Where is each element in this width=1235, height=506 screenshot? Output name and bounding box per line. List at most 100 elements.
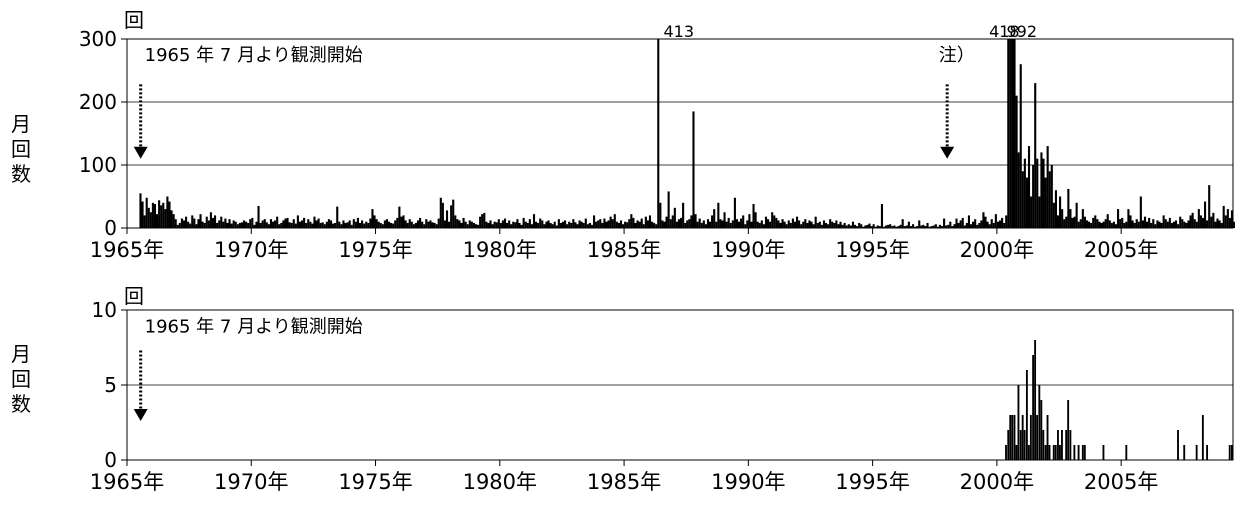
upper-bar [1067, 188, 1070, 228]
upper-bar [535, 221, 538, 228]
upper-bar [187, 221, 190, 228]
upper-bar [1083, 216, 1086, 228]
upper-bar [580, 221, 583, 228]
upper-bar [547, 220, 550, 228]
upper-bar [1179, 216, 1182, 228]
upper-bar [288, 222, 291, 228]
upper-bar [779, 222, 782, 228]
upper-bar [300, 220, 304, 228]
lower-xtick-label: 1965年 [90, 470, 164, 494]
upper-bar [1168, 217, 1171, 228]
lower-bar [1065, 430, 1068, 460]
upper-arrowhead [133, 146, 148, 159]
upper-bar [922, 224, 925, 228]
upper-bar [1183, 221, 1186, 228]
upper-bar [255, 221, 258, 228]
upper-bar [1085, 220, 1089, 228]
upper-bar [253, 224, 256, 228]
upper-bar [309, 221, 312, 228]
upper-bar [723, 212, 726, 228]
upper-bar [1137, 221, 1140, 228]
upper-bar [1195, 221, 1198, 228]
upper-bar [957, 222, 960, 228]
upper-bar [909, 226, 913, 228]
upper-bar [354, 221, 357, 228]
upper-bar [1001, 217, 1004, 228]
upper-xtick-label: 1965年 [90, 238, 164, 262]
upper-bar [860, 224, 863, 228]
upper-bar [725, 221, 728, 228]
upper-bar [1005, 215, 1008, 228]
upper-unit-label: 回 [124, 8, 144, 32]
upper-bar [369, 218, 372, 228]
upper-bar [802, 221, 805, 228]
upper-bar [1170, 222, 1173, 228]
upper-bar [160, 205, 163, 228]
upper-bar [1102, 221, 1105, 228]
upper-bar [889, 224, 892, 228]
upper-bar [1069, 209, 1072, 228]
lower-bar [1015, 445, 1018, 460]
upper-bar [605, 221, 608, 228]
upper-bar [959, 220, 962, 228]
upper-bar [1127, 209, 1130, 228]
upper-bar [905, 225, 908, 228]
upper-xtick-label: 1990年 [711, 238, 785, 262]
upper-bar [559, 222, 562, 228]
upper-bar [682, 202, 685, 228]
upper-bar [690, 215, 693, 228]
upper-bar [737, 221, 741, 228]
upper-bar [481, 214, 484, 228]
upper-bar [321, 222, 324, 228]
upper-bar [1036, 158, 1039, 228]
upper-bar [965, 222, 968, 228]
upper-bar [1044, 177, 1047, 228]
upper-bar [414, 222, 418, 228]
upper-bar [1030, 196, 1033, 228]
upper-bar [638, 221, 641, 228]
upper-bar [752, 204, 755, 228]
upper-bar [777, 220, 780, 228]
upper-bar [209, 212, 212, 228]
upper-bar [750, 221, 753, 228]
upper-plot-frame [126, 38, 1234, 229]
upper-bar [694, 214, 697, 228]
upper-bar [798, 220, 801, 228]
upper-bar [1148, 217, 1151, 228]
upper-bar [862, 226, 865, 228]
upper-bar [350, 224, 353, 228]
lower-bar [1040, 400, 1043, 460]
upper-bar [582, 222, 585, 228]
lower-bar [1036, 415, 1039, 460]
upper-bar [719, 219, 722, 228]
upper-bar [706, 219, 710, 228]
upper-bar [951, 226, 954, 228]
lower-bar [1228, 445, 1231, 460]
upper-bar [564, 220, 567, 228]
upper-bar [323, 224, 326, 228]
upper-bar [468, 220, 471, 228]
upper-bar [383, 220, 386, 228]
upper-bar [238, 222, 241, 228]
upper-bar [808, 220, 811, 228]
upper-bar [483, 212, 486, 228]
upper-bar [599, 219, 602, 228]
upper-bar [338, 221, 341, 228]
upper-bar [439, 197, 442, 228]
upper-bar [872, 224, 875, 228]
lower-bar [1231, 445, 1233, 460]
upper-bar [191, 215, 194, 228]
upper-bar [344, 222, 347, 228]
upper-bar [423, 224, 426, 228]
upper-bar [396, 217, 399, 228]
upper-bar [385, 219, 389, 228]
upper-ylabel: 月回数 [11, 112, 31, 186]
upper-bar [172, 214, 175, 228]
upper-bar [646, 220, 649, 228]
upper-bar [1117, 209, 1120, 228]
upper-bar [404, 220, 407, 228]
upper-bar [578, 220, 581, 228]
upper-bar [485, 221, 488, 228]
lower-xtick-label: 1975年 [338, 470, 412, 494]
